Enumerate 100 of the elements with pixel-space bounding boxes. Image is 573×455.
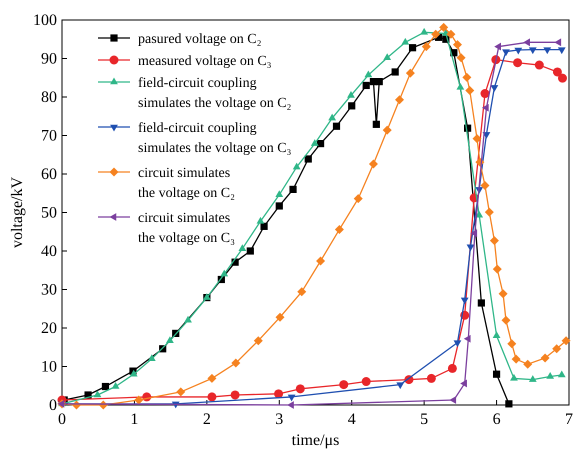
point [368,159,378,168]
point [292,162,301,170]
y-tick-label: 70 [41,128,57,144]
point [507,339,516,348]
point [207,392,216,402]
point [460,380,467,388]
point [456,82,464,90]
y-tick-label: 20 [41,320,57,337]
point [558,370,566,378]
point [287,401,294,409]
point [552,67,562,76]
point [490,85,498,92]
point [364,70,372,78]
point [494,42,501,50]
point [422,42,431,52]
point [406,68,415,78]
point [552,344,562,354]
point [464,334,471,343]
point [296,384,305,394]
point [289,186,297,193]
point [492,370,500,378]
point [392,68,399,76]
point [558,74,567,83]
point [354,194,363,204]
x-tick-label: 2 [202,411,211,428]
point [396,382,404,390]
point [288,394,296,402]
point [297,287,306,296]
point [510,374,518,381]
point [523,38,530,46]
point [472,134,482,144]
point [492,264,502,274]
point [276,312,285,322]
point [465,86,474,95]
point [166,336,174,343]
point [334,224,344,234]
point [316,256,326,266]
point [304,155,312,163]
x-tick-label: 1 [130,411,138,428]
point [362,82,370,90]
point [134,395,144,404]
point [501,316,510,325]
point [230,390,240,400]
point [254,336,263,346]
y-tick-label: 90 [41,50,57,68]
x-tick-label: 7 [565,411,573,428]
point [362,377,371,386]
point [372,120,380,128]
point [462,72,472,82]
point [448,364,457,373]
point [348,102,356,110]
point [466,244,474,252]
x-tick-label: 4 [348,411,356,428]
y-tick-label: 40 [41,243,57,260]
point [546,372,554,379]
point [332,122,340,130]
point [231,358,240,368]
y-tick-label: 50 [41,204,57,222]
point [260,222,268,230]
point [505,400,512,408]
point [347,90,355,98]
point [220,270,228,276]
point [449,396,456,404]
x-tick-label: 3 [275,411,284,428]
point [310,139,319,146]
point [490,236,499,246]
point [328,114,336,120]
point [454,340,462,348]
x-tick-label: 6 [492,411,501,428]
point [184,316,192,323]
point [395,95,404,104]
point [528,375,537,382]
point [470,229,478,238]
point [176,387,186,396]
y-tick-label: 10 [41,358,57,376]
point [502,49,510,56]
point [382,126,392,135]
point [512,354,521,364]
point [275,190,284,198]
legend-label: measured voltage on C₃ [138,54,272,69]
point [256,216,264,224]
point [456,53,466,62]
point [238,244,246,251]
point [460,298,469,304]
point [492,331,500,338]
point [420,28,428,35]
point [383,53,392,60]
point [478,299,485,307]
point [426,374,436,383]
point [148,354,156,362]
point [439,22,448,32]
point [528,47,537,54]
y-tick-label: 60 [41,166,57,183]
point [498,289,508,298]
point [513,58,522,68]
point [482,104,489,112]
y-tick-label: 100 [33,12,57,29]
point [523,360,532,369]
legend-label: circuit simulates the voltage on C₃ [138,211,236,246]
point [431,30,440,39]
